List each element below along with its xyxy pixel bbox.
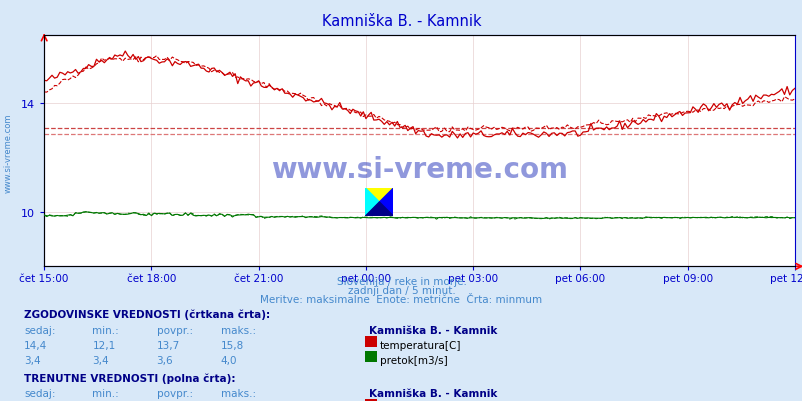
Text: zadnji dan / 5 minut.: zadnji dan / 5 minut. [347, 286, 455, 296]
Text: min.:: min.: [92, 325, 119, 335]
Polygon shape [379, 188, 393, 217]
Text: maks.:: maks.: [221, 325, 256, 335]
Text: temperatura[C]: temperatura[C] [379, 340, 460, 350]
Text: pretok[m3/s]: pretok[m3/s] [379, 355, 447, 365]
Text: 3,4: 3,4 [92, 355, 109, 365]
Text: ZGODOVINSKE VREDNOSTI (črtkana črta):: ZGODOVINSKE VREDNOSTI (črtkana črta): [24, 309, 270, 319]
Text: 4,0: 4,0 [221, 355, 237, 365]
Text: Kamniška B. - Kamnik: Kamniška B. - Kamnik [322, 14, 480, 29]
Text: 14,4: 14,4 [24, 340, 47, 350]
Text: 13,7: 13,7 [156, 340, 180, 350]
Text: povpr.:: povpr.: [156, 388, 192, 398]
Text: 3,6: 3,6 [156, 355, 173, 365]
Text: Kamniška B. - Kamnik: Kamniška B. - Kamnik [369, 325, 497, 335]
Text: Kamniška B. - Kamnik: Kamniška B. - Kamnik [369, 388, 497, 398]
Text: Slovenija / reke in morje.: Slovenija / reke in morje. [336, 277, 466, 287]
Text: TRENUTNE VREDNOSTI (polna črta):: TRENUTNE VREDNOSTI (polna črta): [24, 372, 235, 383]
Text: min.:: min.: [92, 388, 119, 398]
Text: maks.:: maks.: [221, 388, 256, 398]
Text: www.si-vreme.com: www.si-vreme.com [3, 113, 13, 192]
Text: sedaj:: sedaj: [24, 325, 55, 335]
Polygon shape [365, 188, 393, 203]
Polygon shape [365, 188, 379, 217]
Text: 3,4: 3,4 [24, 355, 41, 365]
Text: povpr.:: povpr.: [156, 325, 192, 335]
Polygon shape [365, 203, 393, 217]
Text: Meritve: maksimalne  Enote: metrične  Črta: minmum: Meritve: maksimalne Enote: metrične Črta… [260, 294, 542, 304]
Text: 12,1: 12,1 [92, 340, 115, 350]
Text: 15,8: 15,8 [221, 340, 244, 350]
Text: sedaj:: sedaj: [24, 388, 55, 398]
Text: www.si-vreme.com: www.si-vreme.com [271, 156, 567, 184]
